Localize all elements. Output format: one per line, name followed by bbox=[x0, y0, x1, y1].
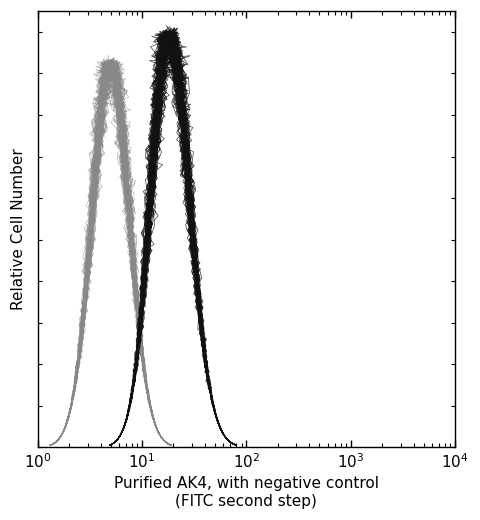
X-axis label: Purified AK4, with negative control
(FITC second step): Purified AK4, with negative control (FIT… bbox=[114, 476, 379, 509]
Y-axis label: Relative Cell Number: Relative Cell Number bbox=[11, 148, 26, 310]
